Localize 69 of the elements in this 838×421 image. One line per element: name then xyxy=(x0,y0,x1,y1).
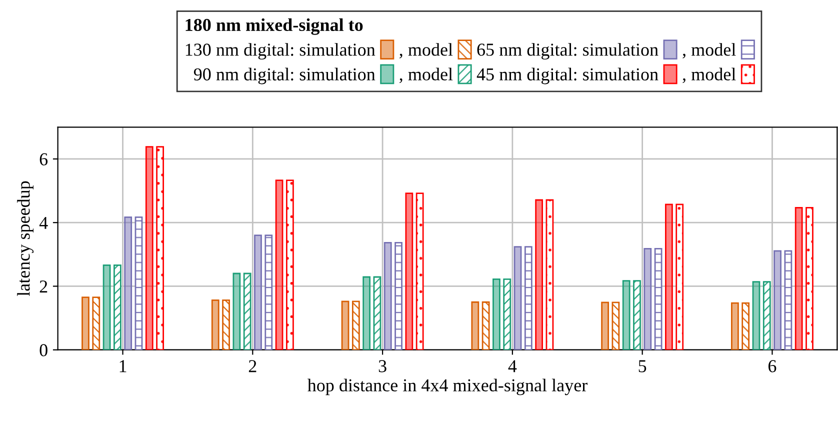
legend-label: 90 nm digital: simulation xyxy=(194,68,376,84)
legend-label: 45 nm digital: simulation xyxy=(476,68,658,84)
legend-label: 65 nm digital: simulation xyxy=(477,43,658,60)
bar xyxy=(633,280,641,350)
bar xyxy=(134,216,143,350)
legend-label: , model xyxy=(400,43,453,58)
legend-label: 130 nm digital: simulation xyxy=(186,43,376,60)
x-tick-label: 4 xyxy=(508,360,517,372)
bar xyxy=(286,180,294,350)
bar xyxy=(644,248,652,350)
bar xyxy=(394,242,402,350)
bar xyxy=(665,204,673,350)
bar xyxy=(503,278,512,350)
bar xyxy=(275,180,284,350)
x-tick-label: 6 xyxy=(768,360,776,372)
y-tick-label: 0 xyxy=(40,344,48,356)
y-tick-label: 4 xyxy=(39,216,48,229)
y-tick-label: 2 xyxy=(40,280,48,292)
bar xyxy=(222,300,230,350)
bar xyxy=(405,192,414,350)
bar xyxy=(156,146,164,350)
bar xyxy=(482,301,490,350)
bar xyxy=(762,281,771,350)
bar xyxy=(535,199,544,350)
bar xyxy=(774,250,782,350)
bar xyxy=(676,204,684,350)
bar xyxy=(752,281,760,350)
bar xyxy=(471,301,480,350)
y-tick-label: 6 xyxy=(40,153,48,166)
bar xyxy=(742,302,750,350)
legend-label: , model xyxy=(400,68,453,84)
bar xyxy=(601,302,609,350)
legend-title: 180 nm mixed-signal to xyxy=(186,18,363,35)
x-axis-title: hop distance in 4x4 mixed-signal layer xyxy=(308,378,588,396)
bar xyxy=(352,300,360,350)
bar xyxy=(524,246,532,350)
x-tick-label: 2 xyxy=(248,360,256,372)
bar xyxy=(546,199,554,350)
bar xyxy=(243,272,252,350)
bar xyxy=(492,278,500,350)
bar xyxy=(514,246,522,350)
x-tick-label: 1 xyxy=(120,360,126,372)
bar xyxy=(373,276,382,350)
bar xyxy=(622,280,630,350)
bar xyxy=(362,276,371,350)
bar xyxy=(102,264,111,350)
bar xyxy=(384,242,392,350)
x-tick-label: 3 xyxy=(378,360,386,372)
bar xyxy=(124,216,132,350)
bar xyxy=(145,146,154,350)
bar xyxy=(730,302,739,350)
bar xyxy=(232,272,241,350)
legend-label: , model xyxy=(682,43,736,58)
bar xyxy=(416,192,424,350)
bar xyxy=(612,302,620,350)
bar xyxy=(264,234,273,350)
bar xyxy=(341,300,350,350)
bar xyxy=(794,206,803,350)
bar xyxy=(82,296,90,350)
bar xyxy=(654,248,662,350)
bar xyxy=(254,234,262,350)
y-axis-title: latency speedup xyxy=(17,181,34,296)
bar xyxy=(784,250,792,350)
bar xyxy=(114,264,122,350)
bar xyxy=(92,296,100,350)
legend-label: , model xyxy=(682,68,736,84)
x-tick-label: 5 xyxy=(638,360,646,372)
bar xyxy=(806,206,814,350)
bar xyxy=(211,300,220,350)
